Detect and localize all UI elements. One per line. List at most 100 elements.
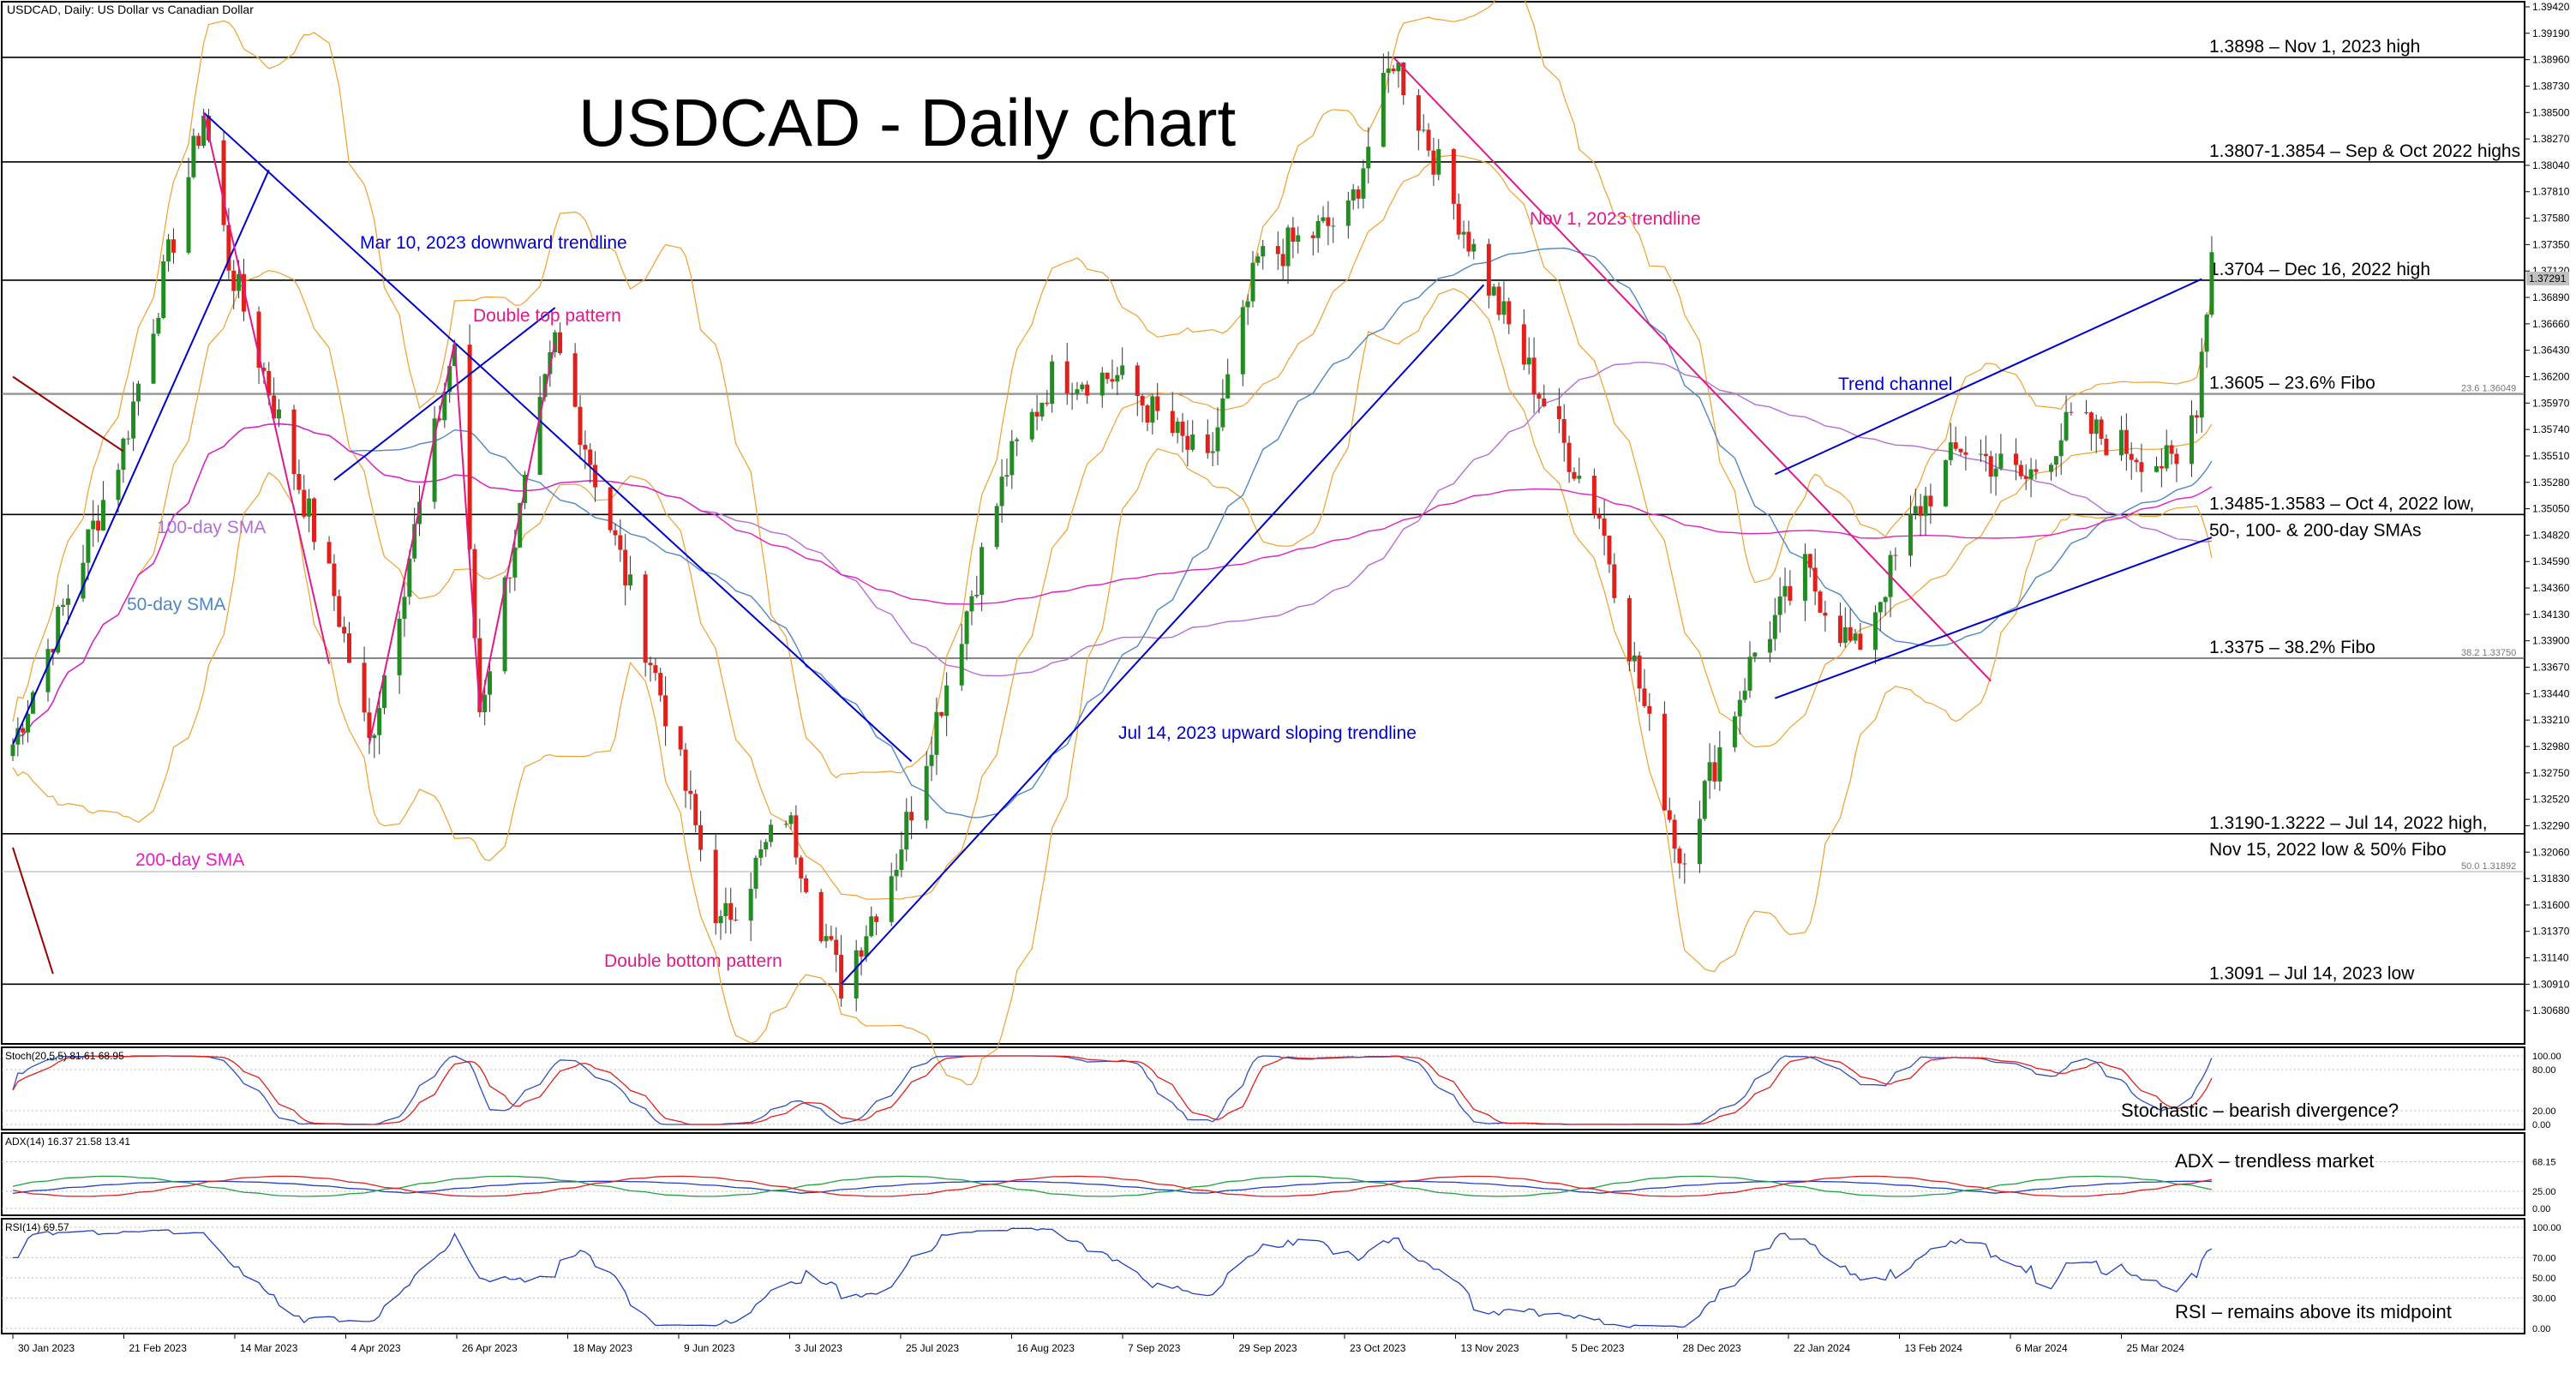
y-tick-label: 1.34820 (2532, 529, 2570, 541)
candle-body (1752, 652, 1758, 657)
candle-body (1988, 456, 1993, 477)
candle-body (372, 734, 377, 739)
candle-body (2034, 469, 2039, 472)
candle-body (267, 370, 272, 396)
candle-body (196, 135, 201, 147)
x-tick-label: 9 Jun 2023 (684, 1342, 735, 1354)
double-top-leg-3 (453, 342, 481, 710)
adx-note: ADX – trendless market (2175, 1150, 2374, 1172)
main-panel-frame (1, 1, 2525, 1045)
candle-body (482, 694, 488, 712)
y-tick-label: 1.36890 (2532, 291, 2570, 303)
candle-body (1591, 476, 1597, 515)
candle-body (2209, 252, 2214, 315)
candle-body (276, 409, 281, 419)
candle-body (272, 395, 277, 419)
candle-body (1918, 506, 1923, 516)
candle-body (2204, 315, 2209, 352)
y-tick-label: 1.35050 (2532, 503, 2570, 515)
candle-body (452, 345, 458, 367)
candle-body (2053, 456, 2058, 465)
y-tick-label: 1.35280 (2532, 477, 2570, 489)
candle-body (1064, 361, 1069, 394)
candle-body (1521, 324, 1526, 365)
level-label: 1.3091 – Jul 14, 2023 low (2209, 963, 2415, 983)
candle-body (1823, 612, 1828, 616)
sma-50-line (12, 247, 2213, 818)
candle-body (874, 916, 879, 922)
candle-body (959, 644, 964, 686)
candle-body (45, 649, 51, 692)
candle-body (1436, 149, 1441, 175)
x-tick-label: 25 Mar 2024 (2127, 1342, 2185, 1354)
annotation-label: Jul 14, 2023 upward sloping trendline (1118, 723, 1417, 743)
candle-body (2104, 438, 2109, 456)
candle-body (1542, 398, 1547, 407)
candle-body (934, 711, 939, 755)
stoch-tick: 0.00 (2532, 1120, 2550, 1130)
candle-body (1732, 716, 1737, 747)
y-tick-label: 1.32290 (2532, 819, 2570, 831)
candle-body (718, 915, 723, 924)
candle-body (116, 470, 121, 501)
candle-body (261, 368, 267, 371)
candle-body (1507, 301, 1512, 325)
candle-body (1296, 235, 1301, 243)
candle-body (764, 842, 769, 849)
candle-body (1099, 372, 1105, 396)
rsi-tick: 30.00 (2532, 1294, 2556, 1304)
candle-body (2088, 412, 2094, 435)
y-tick-label: 1.32980 (2532, 740, 2570, 752)
candle-body (2048, 465, 2053, 472)
candle-body (1039, 402, 1045, 417)
candle-body (2154, 465, 2160, 472)
candle-body (1326, 217, 1331, 226)
level-label: 1.3375 – 38.2% Fibo (2209, 638, 2375, 657)
annotation-label: 100-day SMA (157, 518, 266, 537)
mar-10-2023-downward-trendline (202, 111, 913, 763)
candle-body (447, 366, 452, 393)
candle-body (1034, 411, 1039, 417)
x-tick-label: 25 Jul 2023 (906, 1342, 959, 1354)
candle-body (417, 501, 422, 525)
candle-body (1050, 361, 1055, 405)
candle-body (2119, 429, 2124, 456)
y-tick-label: 1.30910 (2532, 978, 2570, 990)
candle-body (1858, 633, 1863, 651)
candle-body (1777, 597, 1782, 615)
adx-series (12, 1175, 2213, 1197)
candle-body (1386, 69, 1391, 74)
rsi-tick: 0.00 (2532, 1324, 2550, 1334)
double-top-leg-4 (478, 342, 556, 710)
adx-header: ADX(14) 16.37 21.58 13.41 (5, 1136, 130, 1148)
candle-body (91, 520, 96, 530)
candle-body (2174, 453, 2179, 465)
candle-body (1993, 468, 1998, 477)
candle-body (1567, 442, 1572, 472)
candle-body (593, 465, 598, 488)
level-label: 1.3807-1.3854 – Sep & Oct 2022 highs (2209, 141, 2520, 161)
candle-body (1667, 810, 1672, 820)
candle-body (1908, 514, 1913, 556)
adx-tick: 0.00 (2532, 1204, 2550, 1214)
candle-body (623, 549, 628, 586)
candle-body (121, 438, 126, 471)
candle-body (56, 606, 61, 653)
y-tick-label: 1.30680 (2532, 1004, 2570, 1016)
candle-body (1572, 471, 1577, 479)
candle-body (1677, 848, 1682, 864)
current-price-tag (2526, 272, 2569, 285)
candle-body (1285, 227, 1291, 267)
candle-body (1250, 262, 1255, 302)
candle-body (2164, 445, 2169, 469)
candle-body (191, 135, 196, 177)
candle-body (1015, 439, 1020, 441)
fibo-label: 50.0 1.31892 (2461, 861, 2516, 872)
candle-body (1004, 475, 1009, 477)
candle-body (1772, 615, 1777, 639)
adx-tick: 25.00 (2532, 1187, 2556, 1197)
candle-body (1009, 441, 1015, 476)
candle-body (1045, 402, 1050, 405)
adx-panel-frame (1, 1132, 2525, 1216)
